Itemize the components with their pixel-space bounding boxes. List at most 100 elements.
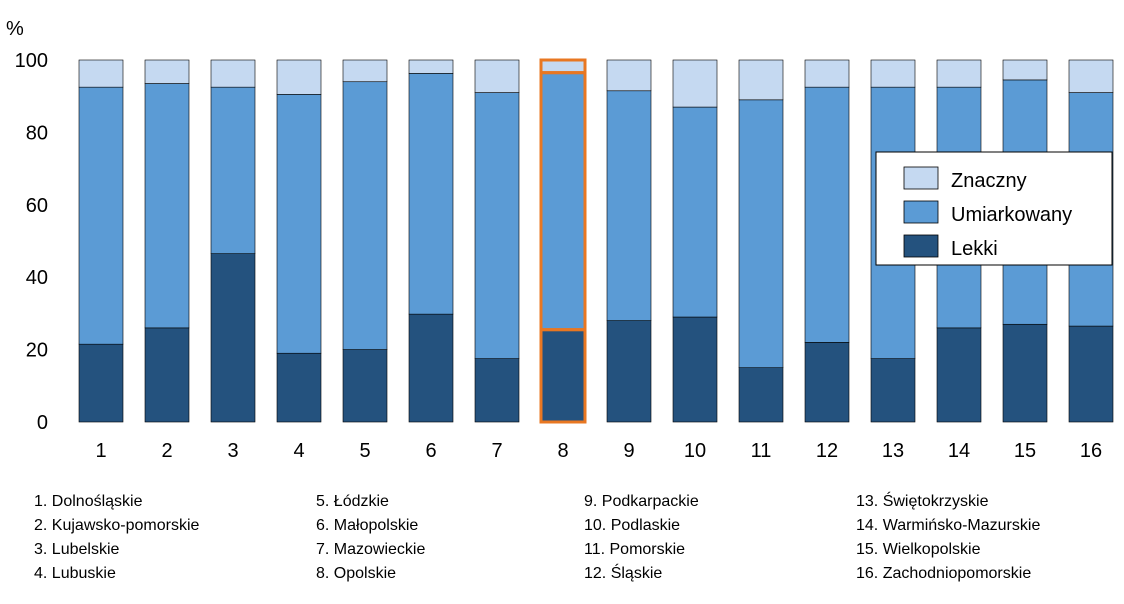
y-tick-label: 100 [15, 50, 48, 72]
bar-segment [804, 86, 850, 343]
bar-segment [210, 86, 256, 254]
x-tick-label: 4 [293, 440, 304, 462]
region-note: 15. Wielkopolskie [856, 541, 981, 558]
x-tick-label: 14 [948, 440, 970, 462]
region-note: 7. Mazowieckie [316, 541, 426, 558]
bar-segment [672, 316, 718, 423]
x-tick-label: 2 [161, 440, 172, 462]
region-column-1: 1. Dolnośląskie 2. Kujawsko-pomorskie 3.… [34, 490, 199, 586]
x-tick-label: 12 [816, 440, 838, 462]
bar-segment [540, 59, 586, 73]
y-tick-label: 40 [26, 267, 48, 289]
bar-segment [540, 72, 586, 330]
bar-segment [738, 59, 784, 101]
bar-segment [78, 86, 124, 345]
bar-segment [276, 94, 322, 354]
legend-swatch-lekki [903, 234, 939, 258]
y-tick-label: 60 [26, 195, 48, 217]
legend: Znaczny Umiarkowany Lekki [875, 151, 1113, 266]
bar-segment [1002, 323, 1048, 423]
highlight-outline [539, 58, 587, 424]
x-tick-label: 11 [751, 440, 772, 462]
x-tick-label: 8 [557, 440, 568, 462]
region-column-4: 13. Świętokrzyskie 14. Warmińsko-Mazursk… [856, 490, 1040, 586]
region-note: 10. Podlaskie [584, 517, 681, 534]
bar-segment [936, 59, 982, 88]
region-note: 14. Warmińsko-Mazurskie [856, 517, 1041, 534]
bar-segment [804, 59, 850, 88]
region-note: 3. Lubelskie [34, 541, 120, 558]
bar-segment [342, 349, 388, 423]
bar-segment [144, 59, 190, 84]
region-column-3: 9. Podkarpackie 10. Podlaskie 11. Pomors… [584, 490, 699, 586]
bar-segment [408, 73, 454, 315]
bar-segment [144, 83, 190, 329]
bar-segment [408, 313, 454, 423]
bar-segment [936, 327, 982, 423]
y-tick-label: 20 [26, 340, 48, 362]
highlight-segment-outline [539, 58, 587, 75]
y-axis-ticks: 0 20 40 60 80 100 [15, 50, 48, 434]
bar-segment [474, 358, 520, 423]
bar-segment [342, 59, 388, 83]
y-tick-label: 0 [37, 412, 48, 434]
bar-segment [474, 92, 520, 359]
bar-segment [342, 81, 388, 350]
x-tick-label: 9 [623, 440, 634, 462]
bar-segment [210, 253, 256, 423]
bar-segment [672, 106, 718, 318]
bar-segment [474, 59, 520, 93]
y-axis-label: % [6, 18, 24, 40]
region-legend: 1. Dolnośląskie 2. Kujawsko-pomorskie 3.… [0, 490, 1124, 604]
bar-segment [606, 320, 652, 423]
x-tick-label: 13 [882, 440, 904, 462]
x-tick-label: 3 [227, 440, 238, 462]
bar-segment [540, 329, 586, 423]
bar-segment [1068, 59, 1114, 93]
region-column-2: 5. Łódzkie 6. Małopolskie 7. Mazowieckie… [316, 490, 425, 586]
x-tick-label: 5 [359, 440, 370, 462]
legend-label-umiarkowany: Umiarkowany [951, 204, 1072, 226]
x-axis-ticks: 1 2 3 4 5 6 7 8 9 10 11 12 13 14 15 16 [95, 440, 1102, 462]
bar-segment [276, 352, 322, 423]
bar-segment [408, 59, 454, 74]
y-tick-label: 80 [26, 122, 48, 144]
bar-segment [804, 342, 850, 423]
bar-segment [1002, 59, 1048, 81]
region-note: 8. Opolskie [316, 565, 397, 582]
region-note: 6. Małopolskie [316, 517, 419, 534]
x-tick-label: 15 [1014, 440, 1036, 462]
bar-segment [144, 327, 190, 423]
x-tick-label: 16 [1080, 440, 1102, 462]
bar-segment [276, 59, 322, 95]
region-note: 9. Podkarpackie [584, 493, 699, 510]
bar-segment [210, 59, 256, 88]
region-note: 16. Zachodniopomorskie [856, 565, 1032, 582]
bar-segment [738, 99, 784, 369]
legend-label-lekki: Lekki [951, 238, 998, 260]
region-note: 12. Śląskie [584, 565, 663, 582]
bar-segment [672, 59, 718, 108]
bar-segment [870, 59, 916, 88]
bar-segment [606, 90, 652, 321]
x-tick-label: 1 [95, 440, 106, 462]
x-tick-label: 10 [684, 440, 706, 462]
region-note: 11. Pomorskie [584, 541, 686, 558]
region-note: 2. Kujawsko-pomorskie [34, 517, 200, 534]
region-note: 1. Dolnośląskie [34, 493, 143, 510]
bar-segment [1068, 325, 1114, 423]
region-note: 4. Lubuskie [34, 565, 116, 582]
bar-segment [78, 343, 124, 423]
legend-swatch-umiarkowany [903, 200, 939, 224]
bar-segment [606, 59, 652, 92]
region-note: 5. Łódzkie [316, 493, 389, 510]
bar-segment [738, 367, 784, 423]
legend-swatch-znaczny [903, 166, 939, 190]
x-tick-label: 7 [491, 440, 502, 462]
region-note: 13. Świętokrzyskie [856, 493, 989, 510]
legend-label-znaczny: Znaczny [951, 170, 1027, 192]
bars [78, 59, 1114, 423]
bar-segment [870, 358, 916, 423]
x-tick-label: 6 [425, 440, 436, 462]
